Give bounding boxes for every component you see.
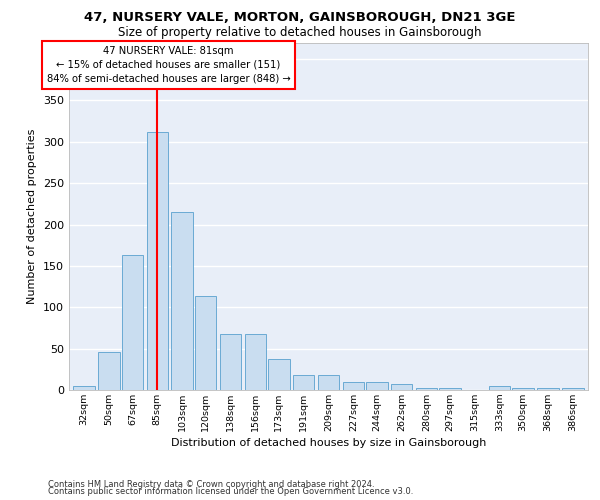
Bar (195, 296, 217, 390)
Bar (98, 352, 120, 390)
Bar (146, 132, 168, 390)
X-axis label: Distribution of detached houses by size in Gainsborough: Distribution of detached houses by size … (171, 438, 486, 448)
Bar (391, 384, 412, 390)
Bar (172, 212, 193, 390)
Bar (366, 382, 388, 390)
Bar (245, 334, 266, 390)
Text: Contains HM Land Registry data © Crown copyright and database right 2024.: Contains HM Land Registry data © Crown c… (48, 480, 374, 489)
Text: 47, NURSERY VALE, MORTON, GAINSBOROUGH, DN21 3GE: 47, NURSERY VALE, MORTON, GAINSBOROUGH, … (84, 11, 516, 24)
Bar (293, 375, 314, 390)
Bar (343, 382, 364, 390)
Bar (73, 386, 95, 390)
Y-axis label: Number of detached properties: Number of detached properties (28, 128, 37, 304)
Text: Contains public sector information licensed under the Open Government Licence v3: Contains public sector information licen… (48, 487, 413, 496)
Bar (268, 358, 290, 390)
Bar (220, 334, 241, 390)
Bar (562, 388, 584, 390)
Bar (537, 388, 559, 390)
Bar (489, 386, 511, 390)
Text: 47 NURSERY VALE: 81sqm
← 15% of detached houses are smaller (151)
84% of semi-de: 47 NURSERY VALE: 81sqm ← 15% of detached… (47, 46, 290, 84)
Bar (122, 255, 143, 390)
Bar (439, 388, 461, 390)
Bar (512, 388, 534, 390)
Text: Size of property relative to detached houses in Gainsborough: Size of property relative to detached ho… (118, 26, 482, 39)
Bar (416, 388, 437, 390)
Bar (318, 375, 339, 390)
